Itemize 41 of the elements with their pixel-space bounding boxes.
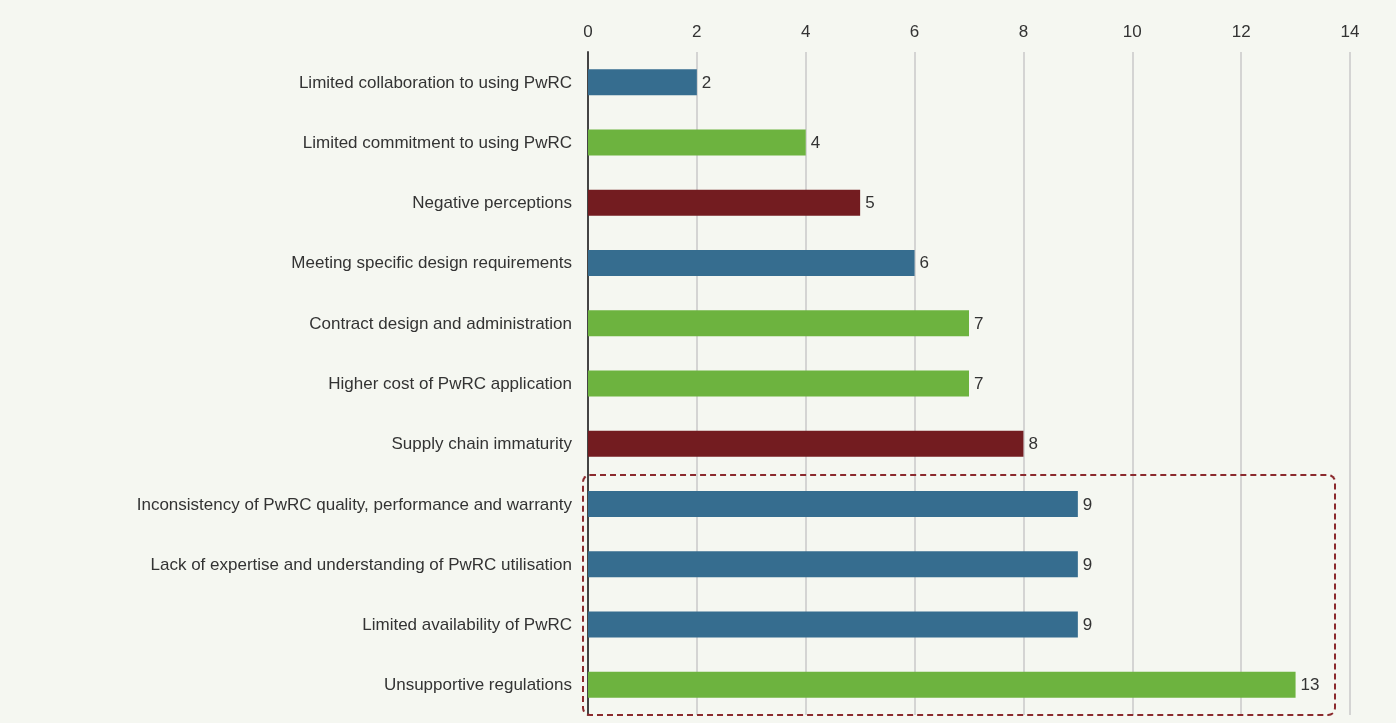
- y-tick-label: Unsupportive regulations: [383, 675, 572, 695]
- data-label: 5: [865, 193, 875, 213]
- bar: [588, 370, 969, 397]
- y-tick-label: Supply chain immaturity: [391, 434, 573, 454]
- x-tick-label: 2: [692, 22, 702, 41]
- data-label: 9: [1082, 615, 1093, 635]
- data-label: 8: [1028, 434, 1038, 454]
- bar: [588, 310, 969, 337]
- y-tick-label: Lack of expertise and understanding of PwRC utilisation: [150, 554, 572, 574]
- data-label: 2: [701, 72, 712, 92]
- y-tick-label: Meeting specific design requirements: [291, 253, 572, 273]
- y-tick-label: Inconsistency of PwRC quality, performance and warranty: [136, 494, 573, 514]
- data-label: 9: [1082, 554, 1093, 574]
- y-tick-label: Higher cost of PwRC application: [328, 374, 572, 393]
- bar: [588, 129, 806, 156]
- data-label: 9: [1082, 494, 1093, 514]
- bar: [588, 249, 915, 276]
- x-tick-label: 12: [1231, 22, 1251, 41]
- y-tick-label: Limited commitment to using PwRC: [302, 132, 572, 152]
- bar: [588, 189, 861, 216]
- data-label: 6: [919, 253, 930, 273]
- bar: [588, 551, 1078, 578]
- x-tick-label: 0: [583, 22, 593, 41]
- y-tick-label: Contract design and administration: [309, 313, 572, 333]
- y-tick-label: Limited availability of PwRC: [362, 615, 572, 635]
- bar: [588, 69, 697, 96]
- y-tick-label: Negative perceptions: [412, 193, 572, 213]
- x-tick-label: 4: [800, 22, 811, 41]
- data-label: 7: [974, 313, 984, 333]
- data-label: 13: [1300, 675, 1320, 695]
- x-tick-label: 14: [1340, 22, 1360, 41]
- bar: [588, 491, 1078, 518]
- data-label: 4: [810, 132, 821, 152]
- x-tick-label: 8: [1018, 22, 1029, 41]
- data-label: 7: [974, 374, 984, 393]
- y-tick-label: Limited collaboration to using PwRC: [298, 72, 572, 92]
- bar: [588, 430, 1024, 457]
- bar: [588, 671, 1296, 698]
- x-tick-label: 10: [1122, 22, 1142, 41]
- bar: [588, 611, 1078, 638]
- x-tick-label: 6: [909, 22, 920, 41]
